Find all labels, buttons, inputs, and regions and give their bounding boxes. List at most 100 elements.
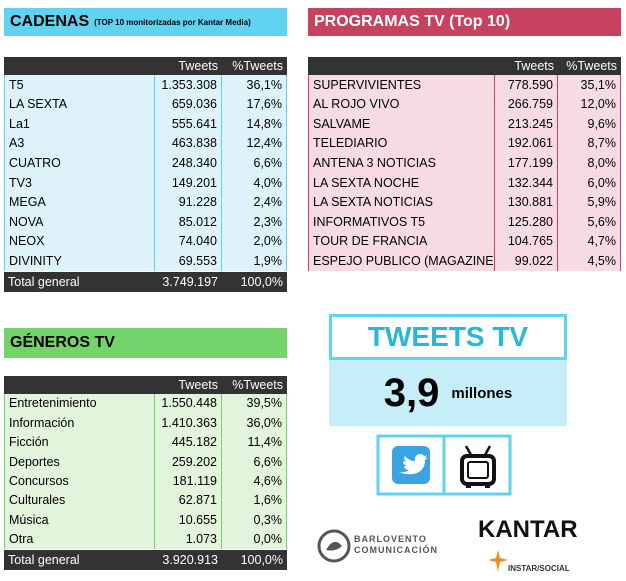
number-cell: 39,5% bbox=[222, 394, 287, 414]
number-cell: 213.245 bbox=[495, 114, 558, 134]
number-cell: 130.881 bbox=[495, 192, 558, 213]
number-cell: 8,0% bbox=[558, 153, 621, 173]
number-cell: 778.590 bbox=[495, 75, 558, 95]
programas-title: PROGRAMAS TV (Top 10) bbox=[314, 13, 511, 30]
number-cell: 125.280 bbox=[495, 212, 558, 232]
number-cell: 659.036 bbox=[155, 94, 222, 115]
column-header: %Tweets bbox=[222, 376, 287, 394]
column-header: Tweets bbox=[155, 57, 222, 75]
number-cell: 248.340 bbox=[155, 153, 222, 173]
number-cell: 266.759 bbox=[495, 94, 558, 115]
number-cell: 5,9% bbox=[558, 192, 621, 213]
name-cell: Deportes bbox=[4, 452, 155, 472]
name-cell: SUPERVIVIENTES bbox=[308, 75, 495, 95]
instar-icon bbox=[488, 550, 508, 572]
column-header: %Tweets bbox=[558, 57, 621, 75]
number-cell: 2,0% bbox=[222, 231, 287, 252]
name-cell: SALVAME bbox=[308, 114, 495, 134]
number-cell: 35,1% bbox=[558, 75, 621, 95]
number-cell: 9,6% bbox=[558, 114, 621, 134]
tv-screen bbox=[467, 461, 489, 479]
name-cell: ESPEJO PUBLICO (MAGAZINE) bbox=[308, 251, 495, 271]
number-cell: 10.655 bbox=[155, 510, 222, 530]
number-cell: 1.550.448 bbox=[155, 394, 222, 414]
total-cell: Total general bbox=[4, 550, 155, 571]
number-cell: 181.119 bbox=[155, 471, 222, 491]
tweets-tv-title: TWEETS TV bbox=[329, 314, 567, 360]
generos-title: GÉNEROS TV bbox=[10, 334, 115, 351]
name-cell: Música bbox=[4, 510, 155, 530]
name-cell: TV3 bbox=[4, 173, 155, 193]
number-cell: 4,6% bbox=[222, 471, 287, 491]
number-cell: 192.061 bbox=[495, 133, 558, 154]
twitter-bird bbox=[399, 454, 428, 475]
header-row bbox=[4, 57, 155, 75]
number-cell: 36,0% bbox=[222, 413, 287, 433]
name-cell: Concursos bbox=[4, 471, 155, 491]
number-cell: 6,6% bbox=[222, 153, 287, 173]
number-cell: 4,5% bbox=[558, 251, 621, 271]
header-row bbox=[308, 57, 495, 75]
name-cell: LA SEXTA bbox=[4, 94, 155, 115]
tv-leg bbox=[485, 484, 490, 488]
number-cell: 8,7% bbox=[558, 133, 621, 154]
programas-header: PROGRAMAS TV (Top 10) bbox=[308, 8, 621, 36]
name-cell: La1 bbox=[4, 114, 155, 134]
number-cell: 149.201 bbox=[155, 173, 222, 193]
number-cell: 74.040 bbox=[155, 231, 222, 252]
name-cell: MEGA bbox=[4, 192, 155, 213]
name-cell: INFORMATIVOS T5 bbox=[308, 212, 495, 232]
number-cell: 1.073 bbox=[155, 529, 222, 550]
number-cell: 4,0% bbox=[222, 173, 287, 193]
column-header: %Tweets bbox=[222, 57, 287, 75]
number-cell: 1,9% bbox=[222, 251, 287, 271]
number-cell: 104.765 bbox=[495, 231, 558, 252]
name-cell: Culturales bbox=[4, 491, 155, 511]
tweets-tv-value: 3,9 bbox=[383, 370, 440, 415]
number-cell: 69.553 bbox=[155, 251, 222, 271]
number-cell: 259.202 bbox=[155, 452, 222, 472]
barlovento-logo bbox=[317, 529, 351, 563]
number-cell: 177.199 bbox=[495, 153, 558, 173]
icons bbox=[376, 434, 512, 496]
number-cell: 6,0% bbox=[558, 173, 621, 193]
name-cell: Ficción bbox=[4, 432, 155, 453]
column-header: Tweets bbox=[155, 376, 222, 394]
name-cell: Entretenimiento bbox=[4, 394, 155, 414]
cadenas-title: CADENAS bbox=[10, 13, 90, 30]
number-cell: 12,4% bbox=[222, 133, 287, 154]
number-cell: 91.228 bbox=[155, 192, 222, 213]
number-cell: 4,7% bbox=[558, 231, 621, 252]
name-cell: ANTENA 3 NOTICIAS bbox=[308, 153, 495, 173]
barlovento-line: BARLOVENTO bbox=[354, 534, 427, 544]
number-cell: 2,4% bbox=[222, 192, 287, 213]
barlovento-line: COMUNICACIÓN bbox=[354, 545, 438, 555]
number-cell: 463.838 bbox=[155, 133, 222, 154]
number-cell: 6,6% bbox=[222, 452, 287, 472]
name-cell: A3 bbox=[4, 133, 155, 154]
tweets-tv-box: 3,9 millones bbox=[329, 360, 567, 426]
number-cell: 0,0% bbox=[222, 529, 287, 550]
number-cell: 85.012 bbox=[155, 212, 222, 232]
name-cell: Información bbox=[4, 413, 155, 433]
name-cell: NOVA bbox=[4, 212, 155, 232]
name-cell: TELEDIARIO bbox=[308, 133, 495, 154]
number-cell: 445.182 bbox=[155, 432, 222, 453]
number-cell: 132.344 bbox=[495, 173, 558, 193]
cadenas-header: CADENAS (TOP 10 monitorizadas por Kantar… bbox=[4, 8, 287, 36]
header-row bbox=[4, 376, 155, 394]
total-cell: Total general bbox=[4, 272, 155, 292]
name-cell: LA SEXTA NOCHE bbox=[308, 173, 495, 193]
total-cell: 100,0% bbox=[222, 550, 287, 571]
number-cell: 1.410.363 bbox=[155, 413, 222, 433]
name-cell: T5 bbox=[4, 75, 155, 95]
number-cell: 14,8% bbox=[222, 114, 287, 134]
cadenas-subtitle: (TOP 10 monitorizadas por Kantar Media) bbox=[94, 17, 251, 27]
tv-antenna bbox=[483, 445, 492, 456]
tv-antenna bbox=[464, 445, 473, 456]
number-cell: 2,3% bbox=[222, 212, 287, 232]
number-cell: 1.353.308 bbox=[155, 75, 222, 95]
total-cell: 100,0% bbox=[222, 272, 287, 292]
number-cell: 11,4% bbox=[222, 432, 287, 453]
name-cell: CUATRO bbox=[4, 153, 155, 173]
